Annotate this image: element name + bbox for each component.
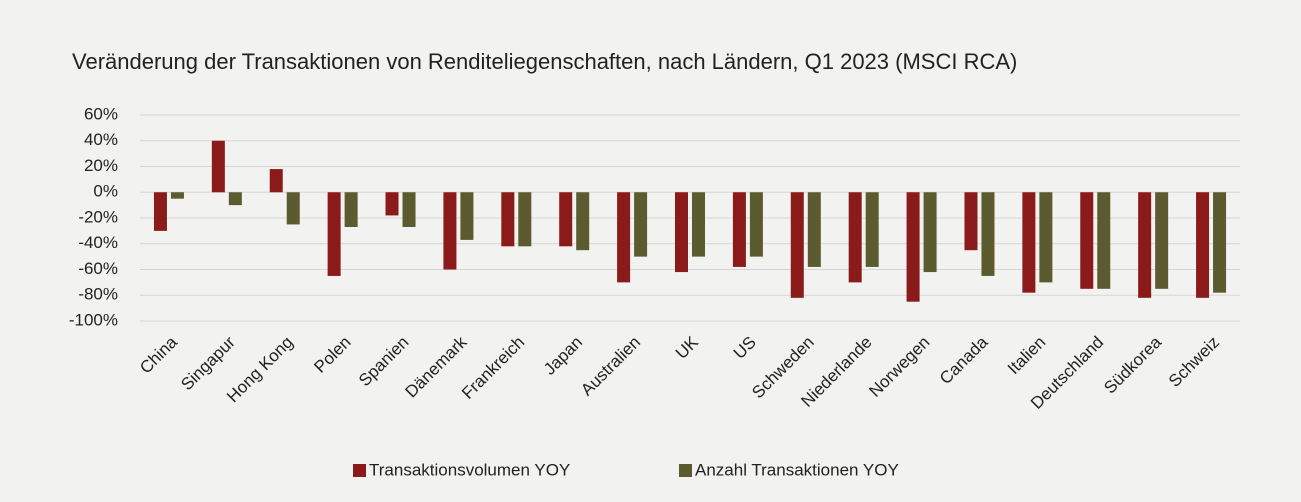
y-tick-label: 40% [84,130,118,149]
bar [460,192,474,240]
bar [1213,192,1227,293]
y-tick-label: -60% [78,259,118,278]
legend-swatch [353,464,366,477]
x-tick-label: Norwegen [865,333,933,401]
bar [964,192,978,251]
bar [1155,192,1169,289]
bar [211,140,225,193]
bar [634,192,648,257]
bar [1080,192,1094,289]
bar [749,192,763,257]
bar [153,192,167,231]
y-tick-label: 0% [93,182,118,201]
y-tick-label: 60% [84,104,118,123]
bar [385,192,399,216]
legend-swatch [679,464,692,477]
bar [906,192,920,302]
bar [1097,192,1111,289]
bar [402,192,416,228]
x-tick-label: Südkorea [1100,332,1165,397]
legend-label: Anzahl Transaktionen YOY [695,460,899,479]
bar [848,192,862,283]
x-tick-label: Australien [577,333,644,400]
x-tick-label: US [730,333,760,363]
x-tick-label: UK [672,332,703,363]
bar [269,169,283,193]
chart-title: Veränderung der Transaktionen von Rendit… [72,49,1017,74]
bar [559,192,573,247]
x-tick-label: Schweiz [1165,333,1223,391]
x-tick-label: Japan [540,333,586,379]
x-tick-label: Spanien [355,333,413,391]
bar [518,192,532,247]
bar [675,192,688,273]
bar [981,192,995,276]
y-tick-label: 20% [84,156,118,175]
bar [617,192,631,283]
bar [692,192,705,257]
bar [443,192,457,270]
bar [1138,192,1152,298]
legend-label: Transaktionsvolumen YOY [369,460,570,479]
bar [790,192,804,298]
bar [807,192,821,267]
bar [286,192,300,225]
y-tick-label: -100% [69,310,118,329]
x-tick-label: Polen [310,333,354,377]
x-tick-label: China [136,332,181,377]
y-tick-label: -40% [78,233,118,252]
bar [732,192,746,267]
bar [327,192,341,276]
bar [1039,192,1053,283]
bar [865,192,879,267]
bar [576,192,590,251]
y-tick-label: -20% [78,207,118,226]
bar [923,192,937,273]
x-tick-label: Canada [936,332,992,388]
bar [1196,192,1210,298]
bar [1022,192,1036,293]
bar [501,192,515,247]
y-tick-label: -80% [78,285,118,304]
x-tick-label: Italien [1004,333,1050,379]
bar [170,192,184,199]
bar [344,192,358,228]
x-tick-label: Frankreich [458,333,528,403]
bar [228,192,242,206]
